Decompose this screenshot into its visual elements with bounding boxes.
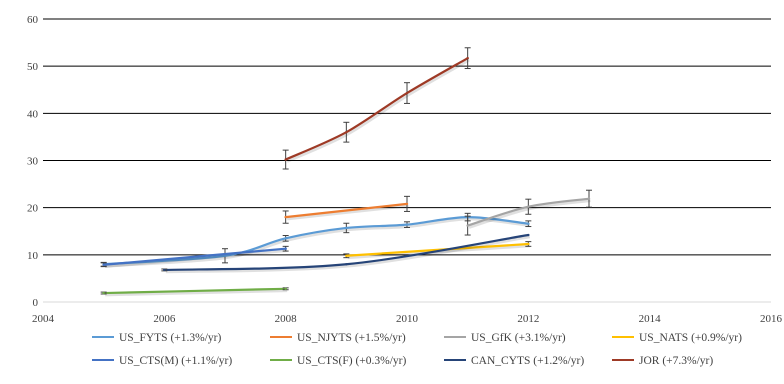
data-point	[527, 242, 530, 246]
data-point	[102, 263, 105, 266]
data-point	[345, 263, 348, 266]
legend-item: US_GfK (+3.1%/yr)	[444, 332, 566, 344]
y-tick-label: 20	[27, 203, 39, 215]
x-tick-label: 2010	[396, 313, 419, 325]
legend-item: US_CTS(F) (+0.3%/yr)	[270, 355, 407, 367]
y-tick-label: 0	[33, 297, 39, 309]
y-tick-label: 50	[27, 61, 39, 73]
legend-item: US_CTS(M) (+1.1%/yr)	[92, 355, 232, 367]
data-point	[587, 197, 591, 200]
y-tick-label: 60	[27, 14, 39, 26]
y-tick-label: 30	[27, 156, 39, 168]
y-tick-label: 10	[27, 250, 39, 262]
data-point	[345, 226, 348, 230]
series-4	[100, 245, 289, 269]
series-line-shadow	[105, 289, 288, 297]
series-line	[102, 215, 530, 266]
series-1	[282, 195, 410, 224]
data-point	[345, 131, 348, 134]
data-point	[284, 158, 287, 161]
legend-label: JOR (+7.3%/yr)	[639, 355, 713, 367]
data-point	[466, 56, 469, 60]
series-line-shadow	[468, 199, 591, 229]
x-tick-label: 2016	[760, 313, 783, 325]
x-tick-label: 2008	[275, 313, 298, 325]
series-line	[284, 57, 469, 161]
legend-label: US_NJYTS (+1.5%/yr)	[297, 332, 406, 344]
data-point	[284, 287, 287, 290]
series-line-shadow	[105, 217, 530, 268]
legend-label: US_CTS(M) (+1.1%/yr)	[119, 355, 232, 367]
legend-item: US_NJYTS (+1.5%/yr)	[270, 332, 406, 344]
legend-item: US_FYTS (+1.3%/yr)	[92, 332, 221, 344]
data-point	[345, 254, 348, 257]
series-line-shadow	[165, 235, 531, 274]
legend-label: CAN_CYTS (+1.2%/yr)	[471, 355, 584, 367]
series-5	[100, 287, 289, 297]
y-tick-label: 40	[27, 108, 39, 120]
grid-layer	[43, 18, 771, 256]
series-7	[282, 47, 471, 170]
series-line-shadow	[286, 59, 470, 163]
x-tick-label: 2004	[32, 313, 55, 325]
legend-label: US_FYTS (+1.3%/yr)	[119, 332, 221, 344]
legend-label: US_GfK (+3.1%/yr)	[471, 332, 566, 344]
data-point	[284, 247, 287, 250]
data-point	[527, 222, 530, 225]
series-line-shadow	[287, 204, 409, 221]
series-line	[102, 287, 287, 295]
data-point	[284, 215, 287, 219]
series-line	[284, 202, 409, 219]
data-point	[466, 224, 469, 227]
legend: US_FYTS (+1.3%/yr) US_NJYTS (+1.5%/yr) US_…	[92, 332, 742, 367]
data-point	[405, 223, 409, 226]
series-layer	[100, 47, 592, 297]
legend-item: JOR (+7.3%/yr)	[612, 355, 713, 367]
x-tick-label: 2012	[517, 313, 539, 325]
data-point	[527, 233, 530, 237]
data-point	[163, 268, 166, 272]
series-6	[161, 233, 531, 274]
series-line	[102, 247, 287, 266]
x-tick-label: 2014	[639, 313, 662, 325]
series-3	[343, 241, 532, 260]
legend-item: CAN_CYTS (+1.2%/yr)	[444, 355, 584, 367]
data-point	[405, 202, 409, 206]
legend-label: US_NATS (+0.9%/yr)	[639, 332, 742, 344]
series-line	[345, 242, 530, 257]
data-point	[284, 237, 287, 240]
data-point	[405, 91, 409, 95]
x-tick-label: 2006	[153, 313, 176, 325]
legend-item: US_NATS (+0.9%/yr)	[612, 332, 742, 344]
data-point	[527, 205, 530, 208]
legend-label: US_CTS(F) (+0.3%/yr)	[297, 355, 407, 367]
series-2	[464, 189, 592, 236]
data-point	[102, 291, 105, 295]
axis-layer: 0 10 20 30 40 50 60 2004 2006 2008 2010 2012 2014 201…	[27, 14, 783, 325]
series-line-shadow	[105, 249, 288, 269]
